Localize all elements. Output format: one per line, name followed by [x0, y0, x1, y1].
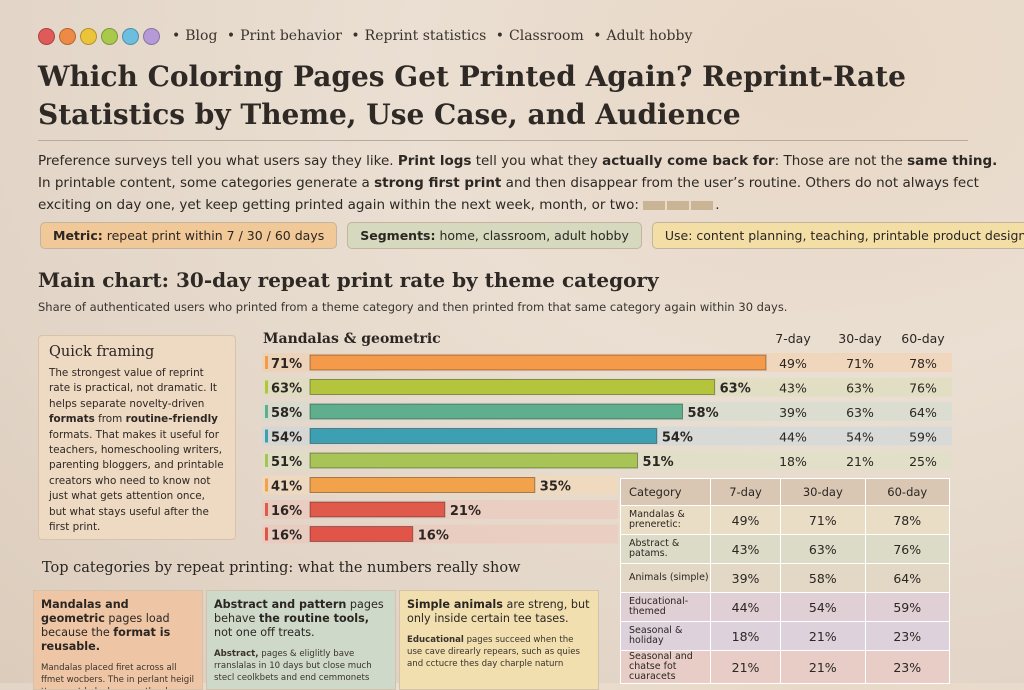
bar-value-label: 63%	[720, 382, 751, 397]
table-row: Seasonal & holiday 18% 21% 23%	[620, 621, 951, 651]
breadcrumb-link[interactable]: Classroom	[509, 28, 584, 44]
column-value-label: 18%	[779, 454, 807, 469]
redacted-block	[667, 200, 690, 210]
row-marker	[265, 356, 268, 369]
tag-chips: Metric: repeat print within 7 / 30 / 60 …	[40, 222, 1024, 249]
color-dot	[59, 28, 76, 45]
insight-card-animals: Simple animals are streng, but only insi…	[399, 590, 599, 690]
metric-chip: Metric: repeat print within 7 / 30 / 60 …	[40, 222, 338, 249]
breadcrumb: • Blog • Print behavior • Reprint statistic…	[172, 28, 693, 44]
row-marker	[265, 454, 268, 467]
breadcrumb-link[interactable]: Adult hobby	[606, 28, 693, 44]
column-value-label: 63%	[846, 381, 874, 396]
intro-paragraph: Preference surveys tell you what users s…	[38, 153, 998, 213]
column-value-label: 43%	[779, 381, 807, 396]
quick-framing-box: Quick framing The strongest value of rep…	[38, 335, 236, 540]
breadcrumb-link[interactable]: Print behavior	[240, 28, 342, 44]
bar-value-label: 58%	[688, 406, 719, 421]
breadcrumb-link[interactable]: Blog	[185, 28, 218, 44]
bar	[309, 403, 684, 420]
column-value-label: 44%	[779, 430, 807, 445]
color-dots	[38, 28, 160, 45]
bar	[309, 428, 658, 444]
row-left-label: 58%	[271, 406, 302, 421]
insight-card-mandalas: Mandalas and geometric pages load becaus…	[33, 590, 203, 690]
column-value-label: 59%	[909, 430, 937, 445]
divider	[38, 140, 968, 141]
chart-title: Mandalas & geometric	[263, 331, 441, 347]
column-value-label: 71%	[846, 356, 874, 371]
row-marker	[265, 527, 268, 541]
row-left-label: 16%	[271, 529, 302, 544]
table-row: Seasonal and chatse fot cuaracets 21% 21% 2…	[620, 650, 951, 684]
table-row: Abstract & patams. 43% 63% 76%	[620, 534, 951, 564]
bar	[309, 526, 414, 542]
row-left-label: 51%	[271, 455, 302, 470]
table-row: Mandalas & preneretic: 49% 71% 78%	[620, 505, 951, 535]
row-marker	[265, 380, 268, 394]
use-chip: Use: content planning, teaching, printab…	[651, 222, 1024, 249]
row-left-label: 63%	[271, 382, 302, 397]
column-value-label: 63%	[846, 405, 874, 420]
breadcrumb-link[interactable]: Reprint statistics	[364, 28, 487, 44]
row-left-label: 16%	[271, 504, 302, 519]
bar	[309, 452, 639, 469]
bar-value-label: 16%	[418, 529, 449, 544]
column-header-7day: 7-day	[775, 331, 811, 346]
redacted-block	[691, 200, 714, 210]
color-dot	[143, 28, 160, 45]
row-marker	[265, 503, 268, 516]
top-categories-heading: Top categories by repeat printing: what …	[42, 560, 521, 576]
row-left-label: 71%	[271, 357, 302, 372]
quick-framing-title: Quick framing	[49, 344, 155, 360]
table-header: 7-day	[709, 478, 782, 506]
reprint-table: Category 7-day 30-day 60-day Mandalas & …	[620, 478, 951, 684]
color-dot	[80, 28, 97, 45]
column-value-label: 54%	[846, 430, 874, 445]
column-value-label: 21%	[846, 454, 874, 469]
quick-framing-text: The strongest value of reprint rate is p…	[49, 367, 224, 534]
table-header: 60-day	[864, 478, 951, 506]
column-value-label: 39%	[779, 405, 807, 420]
row-left-label: 54%	[271, 431, 302, 446]
bar	[309, 477, 536, 493]
row-left-label: 41%	[271, 480, 302, 495]
insight-card-abstract: Abstract and pattern pages behave the ro…	[206, 590, 396, 690]
table-header: 30-day	[780, 478, 866, 506]
table-row: Animals (simple) 39% 58% 64%	[620, 563, 951, 593]
column-header-60day: 60-day	[901, 331, 945, 346]
color-dot	[101, 28, 118, 45]
bar-value-label: 21%	[450, 504, 481, 519]
bar	[309, 379, 716, 395]
row-marker	[265, 429, 268, 443]
color-dot	[38, 28, 55, 45]
main-chart-heading: Main chart: 30-day repeat print rate by …	[38, 268, 659, 292]
bar	[309, 501, 446, 518]
main-chart-subtitle: Share of authenticated users who printed…	[38, 300, 788, 314]
row-marker	[265, 478, 268, 492]
table-row: Educational- themed 44% 54% 59%	[620, 592, 951, 622]
redacted-block	[643, 200, 666, 210]
table-header: Category	[620, 478, 711, 506]
bar-value-label: 54%	[662, 431, 693, 446]
column-header-30day: 30-day	[838, 331, 882, 346]
column-value-label: 78%	[909, 356, 937, 371]
column-value-label: 49%	[779, 356, 807, 371]
page-title: Which Coloring Pages Get Printed Again? …	[38, 60, 906, 131]
bar	[309, 354, 767, 371]
color-dot	[122, 28, 139, 45]
column-value-label: 64%	[909, 405, 937, 420]
row-marker	[265, 405, 268, 418]
bar-value-label: 51%	[643, 455, 674, 470]
column-value-label: 76%	[909, 381, 937, 396]
bar-value-label: 35%	[540, 480, 571, 495]
column-value-label: 25%	[909, 454, 937, 469]
segments-chip: Segments: home, classroom, adult hobby	[347, 222, 642, 249]
